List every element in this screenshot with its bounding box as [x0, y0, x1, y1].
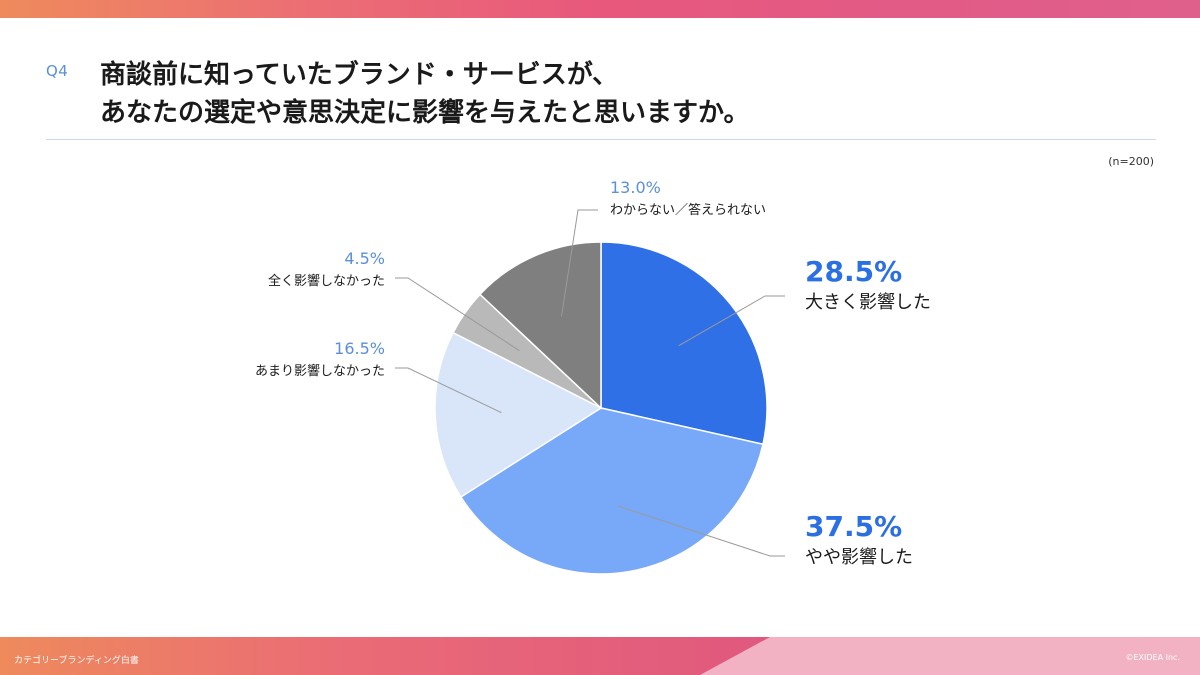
footer-band-right	[700, 637, 1200, 675]
pie-slice-5	[478, 241, 602, 410]
footer-publication-title: カテゴリーブランディング白書	[14, 656, 139, 666]
pie-slice-3	[434, 331, 603, 498]
footer-copyright: ©EXIDEA Inc.	[1125, 653, 1181, 662]
pct-label-3: 16.5%	[334, 339, 385, 358]
leader-line-1	[678, 295, 785, 347]
page-title: 商談前に知っていたブランド・サービスが、 あなたの選定や意思決定に影響を与えたと…	[100, 56, 1150, 132]
category-label-4: 全く影響しなかった	[268, 273, 385, 289]
leader-line-3	[395, 367, 502, 414]
category-label-3: あまり影響しなかった	[255, 363, 385, 379]
sample-size-label: (n=200)	[1108, 155, 1154, 168]
title-line-1: 商談前に知っていたブランド・サービスが、	[100, 60, 619, 90]
pct-label-2: 37.5%	[805, 510, 902, 543]
leader-line-5	[560, 209, 598, 317]
category-label-5: わからない／答えられない	[610, 202, 766, 218]
top-band	[0, 0, 1200, 18]
title-line-2: あなたの選定や意思決定に影響を与えたと思いますか。	[100, 98, 750, 128]
category-label-1: 大きく影響した	[805, 292, 931, 313]
footer-band-left	[0, 637, 770, 675]
pct-label-4: 4.5%	[344, 249, 385, 268]
pct-label-5: 13.0%	[610, 178, 661, 197]
leader-line-4	[395, 277, 520, 352]
category-label-2: やや影響した	[805, 547, 913, 568]
leader-line-2	[617, 505, 785, 557]
pct-label-1: 28.5%	[805, 255, 902, 288]
question-number: Q4	[46, 62, 69, 80]
title-divider	[46, 139, 1156, 140]
